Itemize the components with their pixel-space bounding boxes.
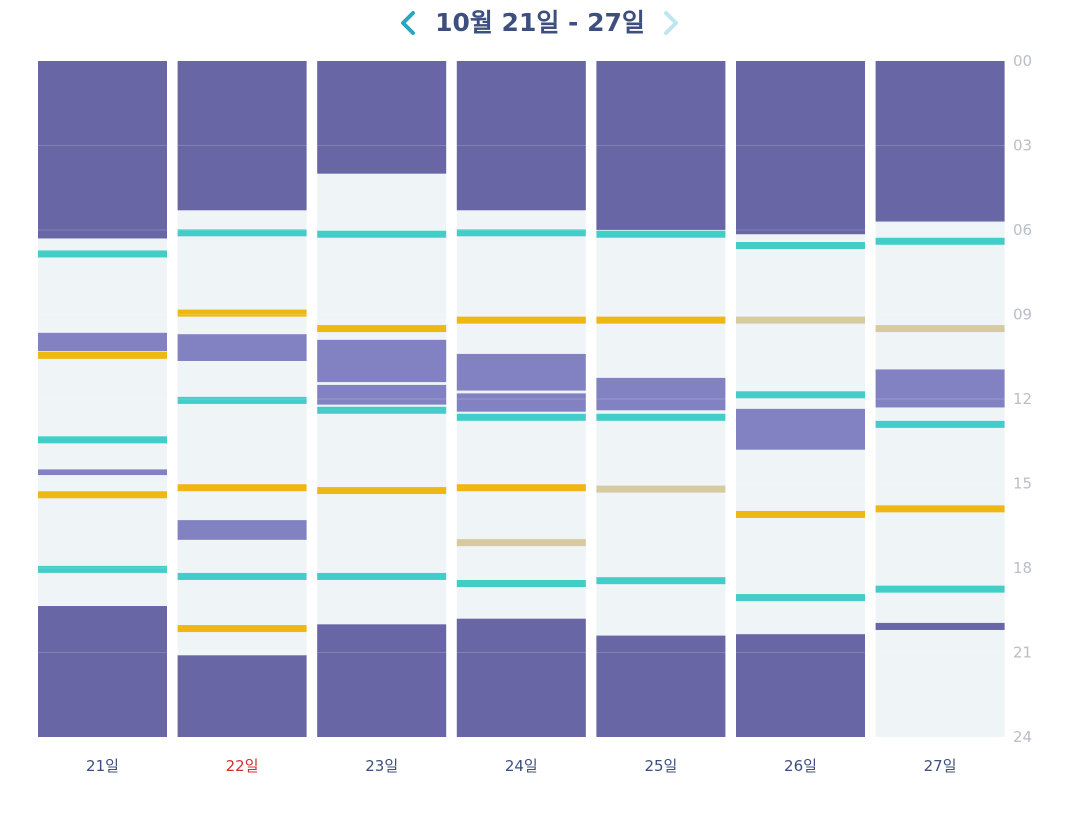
- day-label: 24일: [505, 757, 538, 775]
- previous-week-button[interactable]: [393, 8, 423, 38]
- teal-marker: [596, 413, 726, 421]
- tan-marker: [875, 325, 1005, 333]
- nap-block: [177, 334, 307, 361]
- yellow-marker: [38, 491, 167, 499]
- hour-tick-label: 15: [1013, 475, 1032, 493]
- nap-block: [177, 520, 307, 540]
- yellow-marker: [456, 484, 586, 492]
- yellow-marker: [177, 309, 307, 317]
- sleep-block: [38, 61, 167, 239]
- teal-marker: [177, 396, 307, 404]
- hour-tick-label: 00: [1013, 52, 1032, 70]
- teal-marker: [875, 237, 1005, 245]
- tan-marker: [736, 316, 865, 324]
- sleep-block: [736, 61, 865, 235]
- week-header: 10월 21일 - 27일: [0, 0, 1080, 50]
- yellow-marker: [317, 487, 447, 495]
- teal-marker: [596, 230, 726, 238]
- teal-marker: [736, 241, 865, 249]
- teal-marker: [456, 229, 586, 237]
- sleep-block: [875, 622, 1005, 630]
- yellow-marker: [317, 325, 447, 333]
- yellow-marker: [596, 316, 726, 324]
- teal-marker: [38, 436, 167, 444]
- sleep-block: [317, 624, 447, 737]
- sleep-block: [736, 634, 865, 737]
- nap-block: [317, 339, 447, 383]
- hour-tick-label: 24: [1013, 728, 1032, 746]
- hour-tick-label: 03: [1013, 137, 1032, 155]
- yellow-marker: [456, 316, 586, 324]
- teal-marker: [317, 230, 447, 238]
- nap-block: [38, 469, 167, 476]
- sleep-block: [177, 655, 307, 737]
- week-range-title: 10월 21일 - 27일: [435, 8, 645, 37]
- teal-marker: [456, 579, 586, 587]
- teal-marker: [875, 585, 1005, 593]
- hour-tick-label: 18: [1013, 559, 1032, 577]
- yellow-marker: [736, 510, 865, 518]
- hour-tick-label: 12: [1013, 390, 1032, 408]
- sleep-block: [456, 618, 586, 737]
- sleep-block: [596, 635, 726, 737]
- tan-marker: [596, 485, 726, 493]
- day-label: 23일: [365, 757, 398, 775]
- teal-marker: [177, 229, 307, 237]
- nap-block: [736, 408, 865, 450]
- tan-marker: [456, 539, 586, 547]
- teal-marker: [456, 413, 586, 421]
- teal-marker: [38, 250, 167, 258]
- teal-marker: [736, 594, 865, 602]
- teal-marker: [317, 406, 447, 414]
- teal-marker: [38, 565, 167, 573]
- hour-tick-label: 21: [1013, 644, 1032, 662]
- yellow-marker: [177, 484, 307, 492]
- nap-block: [456, 393, 586, 412]
- yellow-marker: [177, 625, 307, 633]
- nap-block: [317, 384, 447, 405]
- sleep-block: [177, 61, 307, 211]
- chevron-left-icon: [401, 11, 415, 35]
- day-label: 26일: [784, 757, 817, 775]
- nap-block: [596, 377, 726, 411]
- sleep-block: [596, 61, 726, 230]
- sleep-block: [456, 61, 586, 211]
- teal-marker: [736, 391, 865, 399]
- sleep-block: [38, 606, 167, 737]
- day-label: 27일: [924, 757, 957, 775]
- nap-block: [875, 369, 1005, 408]
- nap-block: [38, 332, 167, 352]
- hour-tick-label: 06: [1013, 221, 1032, 239]
- day-label: 25일: [644, 757, 677, 775]
- hour-tick-label: 09: [1013, 306, 1032, 324]
- nap-block: [456, 353, 586, 391]
- sleep-block: [875, 61, 1005, 222]
- yellow-marker: [875, 505, 1005, 513]
- teal-marker: [317, 572, 447, 580]
- day-label: 22일: [226, 757, 259, 775]
- yellow-marker: [38, 351, 167, 359]
- teal-marker: [596, 577, 726, 585]
- teal-marker: [177, 572, 307, 580]
- day-label: 21일: [86, 757, 119, 775]
- chevron-right-icon: [664, 11, 678, 35]
- teal-marker: [875, 420, 1005, 428]
- next-week-button[interactable]: [656, 8, 686, 38]
- sleep-block: [317, 61, 447, 174]
